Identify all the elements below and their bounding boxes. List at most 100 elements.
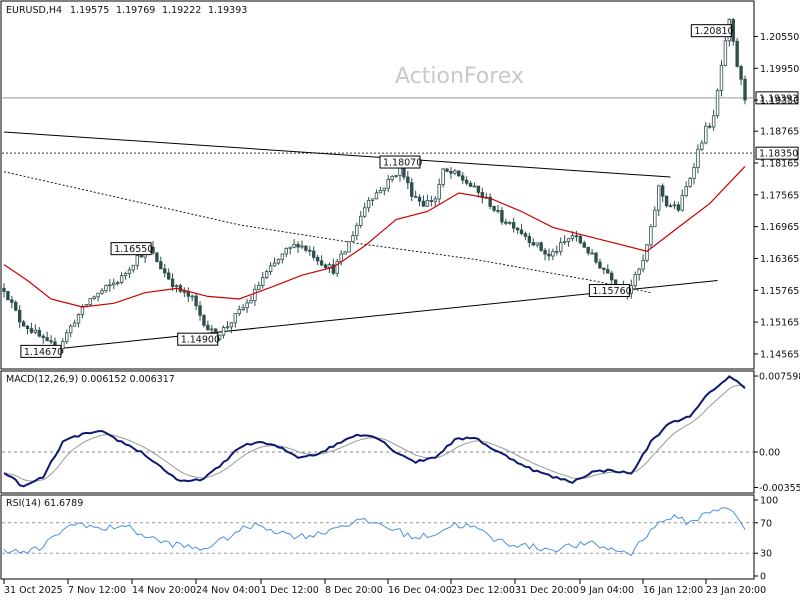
candle: [135, 252, 140, 270]
candle: [437, 178, 441, 204]
candle: [229, 322, 234, 334]
candle: [602, 267, 606, 275]
candle: [574, 230, 579, 242]
rsi-tick-label: 70: [760, 518, 772, 529]
candle: [629, 279, 634, 299]
time-tick-label: 7 Nov 12:00: [68, 585, 126, 596]
candle: [21, 319, 26, 327]
candle: [453, 168, 457, 176]
candle: [49, 335, 53, 345]
candle: [198, 301, 202, 321]
rsi-lines: [2, 507, 754, 557]
candle: [511, 217, 516, 233]
price-annotation: 1.14670: [20, 344, 63, 358]
long-moving-average-line: [3, 171, 651, 294]
price-annotations: 1.20810 1.18070 1.16550 1.14900 1.14670 1.157…: [20, 24, 734, 358]
candle: [668, 203, 673, 208]
candle: [170, 273, 175, 291]
candle: [159, 256, 163, 270]
candle: [735, 37, 739, 68]
price-tick-label: 1.19350: [760, 96, 799, 107]
candle: [155, 252, 159, 263]
candle: [496, 204, 500, 214]
candle: [739, 64, 743, 86]
candle: [194, 292, 198, 311]
candle: [288, 246, 292, 255]
candle: [464, 176, 469, 186]
time-tick-label: 24 Nov 04:00: [196, 585, 260, 596]
candle: [292, 239, 296, 249]
candle: [413, 190, 418, 198]
candle: [649, 224, 653, 248]
candle: [606, 264, 610, 274]
rsi-axis: 100 70 30 0: [754, 496, 778, 583]
candle: [202, 314, 206, 328]
time-tick-label: 31 Dec 20:00: [515, 585, 579, 596]
level-price-label: 1.18350: [759, 149, 798, 160]
price-tick-label: 1.20550: [760, 32, 799, 43]
macd-line: [3, 375, 746, 488]
price-axis: 1.20550 1.19950 1.19350 1.18765 1.18165 1.175…: [754, 32, 799, 360]
candle: [6, 291, 10, 301]
candle: [76, 313, 81, 328]
candle: [72, 319, 77, 327]
candle: [319, 255, 324, 267]
candle: [664, 195, 669, 208]
price-annotation: 1.14900: [177, 332, 220, 346]
candle: [268, 261, 273, 275]
candle: [253, 284, 257, 307]
candle: [65, 329, 69, 344]
candle: [519, 223, 524, 236]
candle: [394, 174, 398, 178]
candle: [672, 200, 677, 210]
candle: [653, 206, 657, 228]
candle: [347, 241, 351, 253]
macd-tick-label: 0.007598: [759, 372, 800, 383]
candle: [25, 325, 30, 335]
price-annotation: 1.20810: [690, 24, 734, 37]
candle: [378, 186, 383, 194]
candle: [515, 226, 520, 234]
candle: [104, 284, 108, 294]
candle: [441, 167, 445, 188]
price-annotation-label: 1.14670: [24, 347, 63, 358]
candle: [390, 175, 394, 183]
chart-symbol: EURUSD,H4: [6, 5, 62, 16]
chart-high: 1.19769: [116, 5, 155, 16]
candle: [609, 270, 614, 284]
candle: [374, 189, 379, 200]
candle: [37, 327, 41, 338]
candle: [351, 231, 355, 242]
time-tick-label: 1 Dec 12:00: [261, 585, 319, 596]
candle: [711, 109, 716, 131]
chart-close: 1.19393: [208, 5, 247, 16]
candle: [276, 258, 281, 265]
candle: [233, 313, 238, 328]
candle: [123, 271, 128, 280]
candle: [543, 247, 547, 261]
candle: [280, 253, 285, 264]
candle: [163, 263, 167, 278]
candle: [249, 295, 253, 304]
time-tick-label: 9 Jan 04:00: [580, 585, 634, 596]
candle: [696, 144, 700, 174]
candle: [555, 245, 559, 256]
candle: [88, 298, 92, 306]
candle: [688, 176, 692, 188]
candle: [10, 296, 14, 309]
candle: [257, 281, 261, 291]
price-annotation: 1.18070: [379, 155, 422, 169]
candle: [598, 258, 602, 269]
candle: [312, 246, 316, 261]
candle: [562, 235, 567, 245]
candle: [355, 222, 359, 241]
macd-tick-label: -0.00355: [759, 483, 800, 494]
candle: [190, 294, 194, 302]
candle: [261, 271, 265, 289]
candle: [547, 248, 551, 261]
time-tick-label: 31 Oct 2025: [4, 585, 63, 596]
candle: [362, 202, 367, 218]
candle: [559, 237, 563, 256]
price-annotation-label: 1.14900: [181, 335, 220, 346]
candle: [33, 324, 38, 335]
